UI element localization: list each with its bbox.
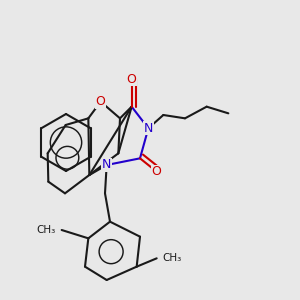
Text: CH₃: CH₃	[36, 225, 56, 235]
Text: N: N	[144, 122, 153, 135]
Text: CH₃: CH₃	[163, 253, 182, 263]
Text: O: O	[152, 165, 162, 178]
Text: N: N	[102, 158, 111, 172]
Text: O: O	[127, 73, 136, 86]
Text: O: O	[96, 95, 106, 108]
